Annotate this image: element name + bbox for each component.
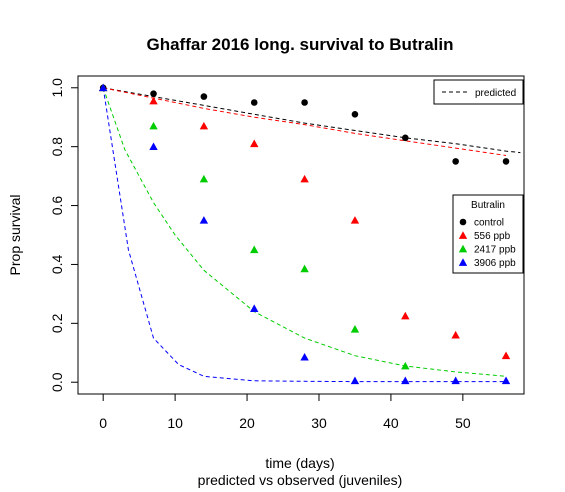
observed-point-3906-ppb	[250, 304, 259, 312]
observed-point-3906-ppb	[350, 376, 360, 385]
legend-series: Butralin control 556 ppb 2417 ppb 3906 ppb	[452, 194, 524, 274]
observed-point-556-ppb	[401, 311, 410, 320]
observed-point-3906-ppb	[149, 142, 158, 151]
x-tick-label: 30	[311, 415, 327, 431]
observed-point-556-ppb	[451, 330, 460, 339]
y-tick-label: 0.4	[49, 255, 65, 275]
x-tick-label: 0	[99, 415, 107, 431]
observed-point-3906-ppb	[501, 376, 511, 385]
observed-point-control	[452, 158, 459, 165]
x-axis: 0 10 20 30 40 50	[99, 393, 471, 431]
predicted-line-3906-ppb	[102, 87, 506, 383]
legend-marker-2417-ppb	[458, 244, 468, 253]
observed-point-control	[150, 90, 157, 97]
y-tick-label: 0.8	[49, 137, 65, 157]
observed-point-556-ppb	[350, 216, 360, 224]
observed-point-556-ppb	[149, 96, 158, 105]
observed-point-2417-ppb	[199, 174, 209, 183]
y-tick-label: 0.6	[49, 196, 65, 216]
observed-points	[98, 83, 511, 385]
x-tick-label: 10	[167, 415, 183, 431]
observed-point-3906-ppb	[300, 352, 309, 361]
y-tick-label: 0.0	[49, 372, 65, 392]
y-axis: 0.0 0.2 0.4 0.6 0.8 1.0	[49, 78, 79, 392]
legend-series-box	[452, 194, 524, 274]
observed-point-control	[402, 134, 409, 142]
x-axis-sublabel: predicted vs observed (juveniles)	[198, 472, 403, 488]
legend-predicted-box	[433, 79, 524, 105]
observed-point-556-ppb	[199, 121, 209, 130]
legend-predicted-label: predicted	[475, 88, 516, 99]
x-tick-label: 50	[455, 415, 471, 431]
observed-point-2417-ppb	[300, 264, 309, 273]
legend-label-556-ppb: 556 ppb	[474, 231, 511, 242]
observed-point-control	[502, 158, 510, 165]
observed-point-control	[250, 99, 258, 106]
x-axis-label: time (days)	[265, 455, 334, 471]
y-tick-label: 1.0	[49, 78, 65, 98]
observed-point-2417-ppb	[401, 361, 410, 370]
observed-point-2417-ppb	[149, 121, 158, 130]
observed-point-2417-ppb	[250, 245, 259, 254]
observed-point-2417-ppb	[350, 325, 360, 333]
legend-label-control: control	[474, 218, 504, 229]
legend-series-title: Butralin	[471, 200, 505, 211]
x-tick-label: 40	[383, 415, 399, 431]
observed-point-control	[301, 99, 308, 106]
legend-label-3906-ppb: 3906 ppb	[474, 258, 516, 269]
observed-point-3906-ppb	[401, 376, 410, 385]
legend-marker-control	[459, 218, 467, 226]
chart-title: Ghaffar 2016 long. survival to Butralin	[146, 35, 453, 54]
legend-marker-3906-ppb	[458, 258, 468, 266]
legend-label-2417-ppb: 2417 ppb	[474, 245, 516, 256]
observed-point-556-ppb	[501, 351, 511, 360]
y-tick-label: 0.2	[49, 313, 65, 333]
x-tick-label: 20	[239, 415, 255, 431]
observed-point-556-ppb	[250, 139, 259, 148]
observed-point-3906-ppb	[451, 376, 460, 385]
y-axis-label: Prop survival	[7, 195, 23, 276]
observed-point-control	[351, 110, 359, 118]
legend-marker-556-ppb	[458, 231, 468, 239]
observed-point-556-ppb	[300, 174, 309, 183]
observed-point-3906-ppb	[199, 216, 209, 224]
legend-predicted: predicted	[433, 79, 524, 105]
observed-point-control	[200, 93, 208, 100]
predicted-line-556-ppb	[103, 87, 507, 156]
observed-point-3906-ppb	[98, 83, 108, 92]
predicted-line-2417-ppb	[102, 87, 507, 377]
